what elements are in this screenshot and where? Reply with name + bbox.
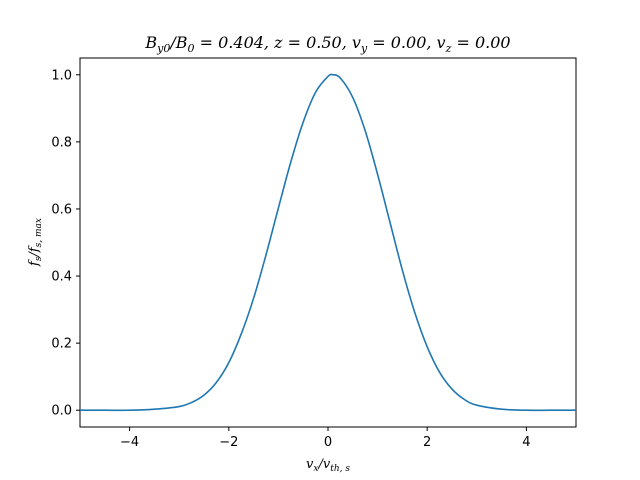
series-layer xyxy=(80,73,576,412)
x-tick-label: −2 xyxy=(219,435,238,450)
y-axis: 0.0 0.2 0.4 0.6 0.8 1.0 xyxy=(51,68,80,419)
x-tick-label: 2 xyxy=(423,435,431,450)
y-tick-label: 1.0 xyxy=(51,68,72,83)
y-tick-label: 0.8 xyxy=(51,135,72,150)
y-axis-label: fs/fs, max xyxy=(27,218,44,267)
y-tick-label: 0.6 xyxy=(51,202,72,217)
series-line xyxy=(80,73,576,412)
x-tick-label: 0 xyxy=(324,435,332,450)
x-axis-label: vx/vth, s xyxy=(306,457,350,474)
y-tick-label: 0.4 xyxy=(51,270,72,285)
x-tick-label: 4 xyxy=(522,435,530,450)
x-tick-label: −4 xyxy=(120,435,139,450)
y-tick-label: 0.2 xyxy=(51,337,72,352)
y-tick-label: 0.0 xyxy=(51,404,72,419)
plot-area xyxy=(79,57,577,428)
chart-title: By0/B0 = 0.404, z = 0.50, vy = 0.00, vz … xyxy=(144,33,510,55)
x-axis: −4 −2 0 2 4 xyxy=(120,427,531,450)
